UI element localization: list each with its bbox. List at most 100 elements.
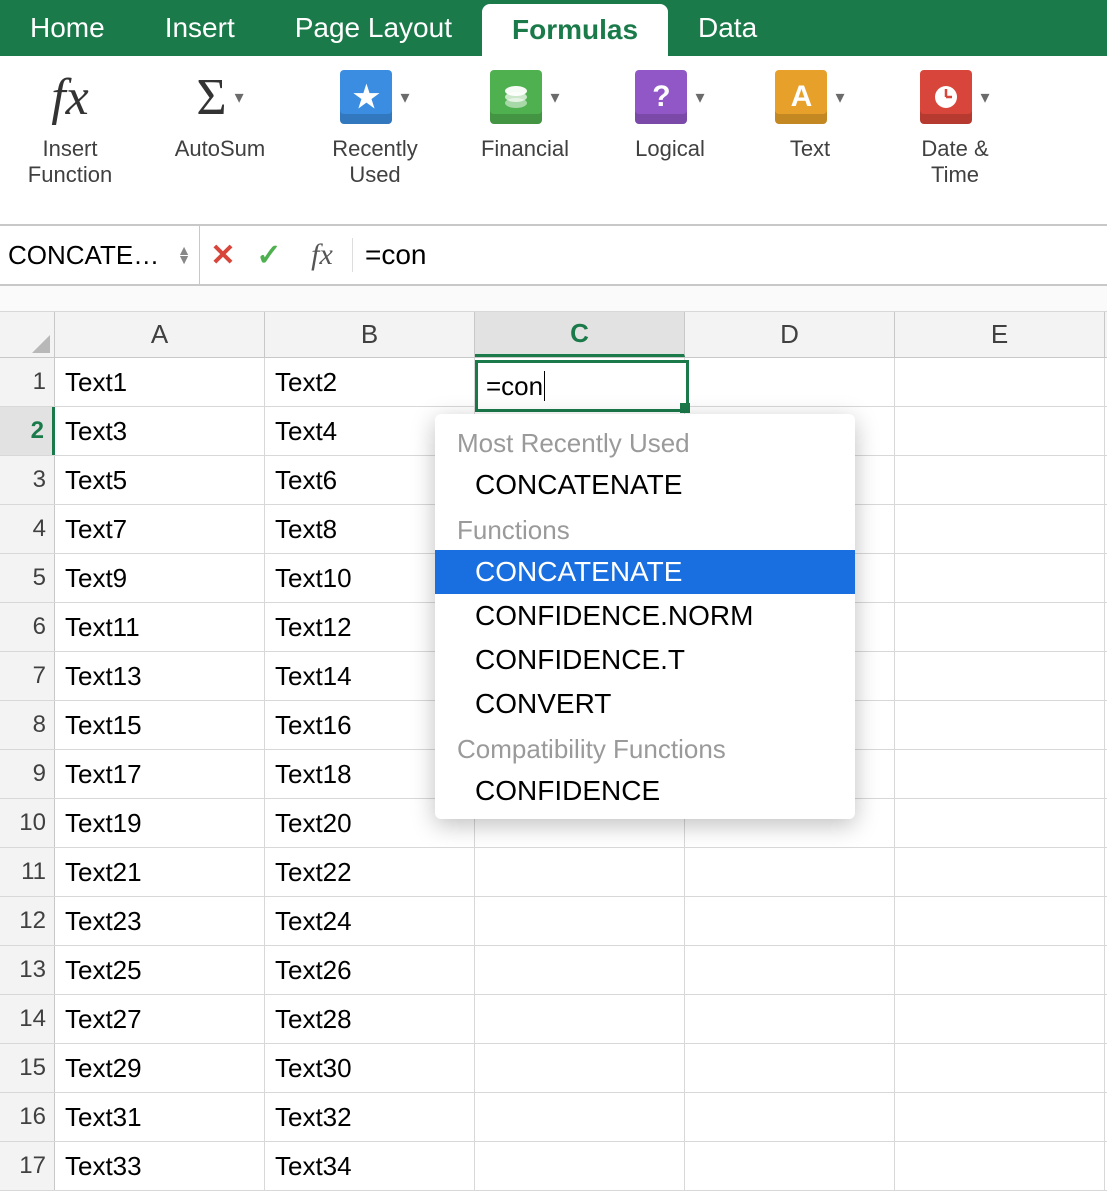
cell[interactable]	[895, 995, 1105, 1043]
cell[interactable]	[475, 995, 685, 1043]
row-header[interactable]: 9	[0, 750, 55, 798]
cell[interactable]: Text1	[55, 358, 265, 406]
tab-home[interactable]: Home	[0, 0, 135, 56]
cell[interactable]	[895, 407, 1105, 455]
cancel-formula-button[interactable]: ✕	[200, 238, 246, 273]
row-header[interactable]: 7	[0, 652, 55, 700]
cell[interactable]	[475, 897, 685, 945]
cell[interactable]	[895, 1093, 1105, 1141]
autocomplete-item[interactable]: CONVERT	[435, 682, 855, 726]
row-header[interactable]: 17	[0, 1142, 55, 1190]
cell[interactable]: Text11	[55, 603, 265, 651]
cell[interactable]	[475, 848, 685, 896]
cell[interactable]	[895, 505, 1105, 553]
cell[interactable]: Text22	[265, 848, 475, 896]
cell[interactable]	[895, 1142, 1105, 1190]
cell[interactable]: Text29	[55, 1044, 265, 1092]
name-box[interactable]: CONCATE… ▲▼	[0, 226, 200, 284]
autocomplete-item[interactable]: CONFIDENCE.NORM	[435, 594, 855, 638]
cell[interactable]: Text30	[265, 1044, 475, 1092]
row-header[interactable]: 15	[0, 1044, 55, 1092]
cell[interactable]	[895, 848, 1105, 896]
active-cell-editor[interactable]: =con	[475, 360, 689, 412]
cell[interactable]: Text24	[265, 897, 475, 945]
row-header[interactable]: 12	[0, 897, 55, 945]
accept-formula-button[interactable]: ✓	[246, 238, 292, 273]
cell[interactable]	[685, 1142, 895, 1190]
tab-insert[interactable]: Insert	[135, 0, 265, 56]
cell[interactable]	[685, 358, 895, 406]
cell[interactable]: Text13	[55, 652, 265, 700]
autocomplete-item[interactable]: CONFIDENCE	[435, 769, 855, 813]
row-header[interactable]: 5	[0, 554, 55, 602]
cell[interactable]	[895, 799, 1105, 847]
cell[interactable]	[895, 750, 1105, 798]
cell[interactable]: Text21	[55, 848, 265, 896]
cell[interactable]	[895, 554, 1105, 602]
autocomplete-item[interactable]: CONCATENATE	[435, 463, 855, 507]
row-header[interactable]: 3	[0, 456, 55, 504]
cell[interactable]: Text19	[55, 799, 265, 847]
insert-function-button[interactable]: fx InsertFunction	[10, 66, 130, 224]
name-box-stepper[interactable]: ▲▼	[177, 246, 191, 264]
cell[interactable]	[685, 1044, 895, 1092]
cell[interactable]: Text17	[55, 750, 265, 798]
cell[interactable]: Text28	[265, 995, 475, 1043]
row-header[interactable]: 16	[0, 1093, 55, 1141]
cell[interactable]: Text23	[55, 897, 265, 945]
column-header-D[interactable]: D	[685, 312, 895, 357]
row-header[interactable]: 2	[0, 407, 55, 455]
cell[interactable]	[895, 456, 1105, 504]
autocomplete-item[interactable]: CONFIDENCE.T	[435, 638, 855, 682]
cell[interactable]	[895, 1044, 1105, 1092]
cell[interactable]: Text7	[55, 505, 265, 553]
column-header-B[interactable]: B	[265, 312, 475, 357]
cell[interactable]: Text33	[55, 1142, 265, 1190]
cell[interactable]	[685, 1093, 895, 1141]
financial-button[interactable]: ▾ Financial	[460, 66, 590, 224]
row-header[interactable]: 11	[0, 848, 55, 896]
column-header-A[interactable]: A	[55, 312, 265, 357]
select-all-corner[interactable]	[0, 312, 55, 357]
cell[interactable]	[475, 1093, 685, 1141]
cell[interactable]: Text26	[265, 946, 475, 994]
cell[interactable]: Text31	[55, 1093, 265, 1141]
cell[interactable]	[685, 848, 895, 896]
row-header[interactable]: 8	[0, 701, 55, 749]
tab-data[interactable]: Data	[668, 0, 787, 56]
cell[interactable]	[685, 995, 895, 1043]
cell[interactable]: Text5	[55, 456, 265, 504]
cell[interactable]: Text9	[55, 554, 265, 602]
text-button[interactable]: A ▾ Text	[750, 66, 870, 224]
cell[interactable]	[685, 897, 895, 945]
tab-formulas[interactable]: Formulas	[482, 4, 668, 56]
autosum-button[interactable]: Σ ▾ AutoSum	[150, 66, 290, 224]
cell[interactable]	[895, 603, 1105, 651]
column-header-E[interactable]: E	[895, 312, 1105, 357]
cell[interactable]: Text25	[55, 946, 265, 994]
row-header[interactable]: 13	[0, 946, 55, 994]
cell[interactable]	[895, 701, 1105, 749]
cell[interactable]: Text2	[265, 358, 475, 406]
row-header[interactable]: 10	[0, 799, 55, 847]
cell[interactable]: Text15	[55, 701, 265, 749]
fx-icon[interactable]: fx	[292, 238, 352, 272]
date-time-button[interactable]: ▾ Date &Time	[890, 66, 1020, 224]
cell[interactable]: Text32	[265, 1093, 475, 1141]
cell[interactable]	[895, 652, 1105, 700]
cell[interactable]: Text34	[265, 1142, 475, 1190]
cell[interactable]	[475, 946, 685, 994]
column-header-C[interactable]: C	[475, 312, 685, 357]
row-header[interactable]: 4	[0, 505, 55, 553]
tab-page-layout[interactable]: Page Layout	[265, 0, 482, 56]
cell[interactable]	[475, 1142, 685, 1190]
cell[interactable]	[685, 946, 895, 994]
row-header[interactable]: 1	[0, 358, 55, 406]
cell[interactable]: Text27	[55, 995, 265, 1043]
cell[interactable]	[895, 358, 1105, 406]
cell[interactable]	[895, 946, 1105, 994]
autocomplete-item[interactable]: CONCATENATE	[435, 550, 855, 594]
row-header[interactable]: 6	[0, 603, 55, 651]
formula-input[interactable]: =con	[352, 238, 427, 273]
logical-button[interactable]: ? ▾ Logical	[610, 66, 730, 224]
